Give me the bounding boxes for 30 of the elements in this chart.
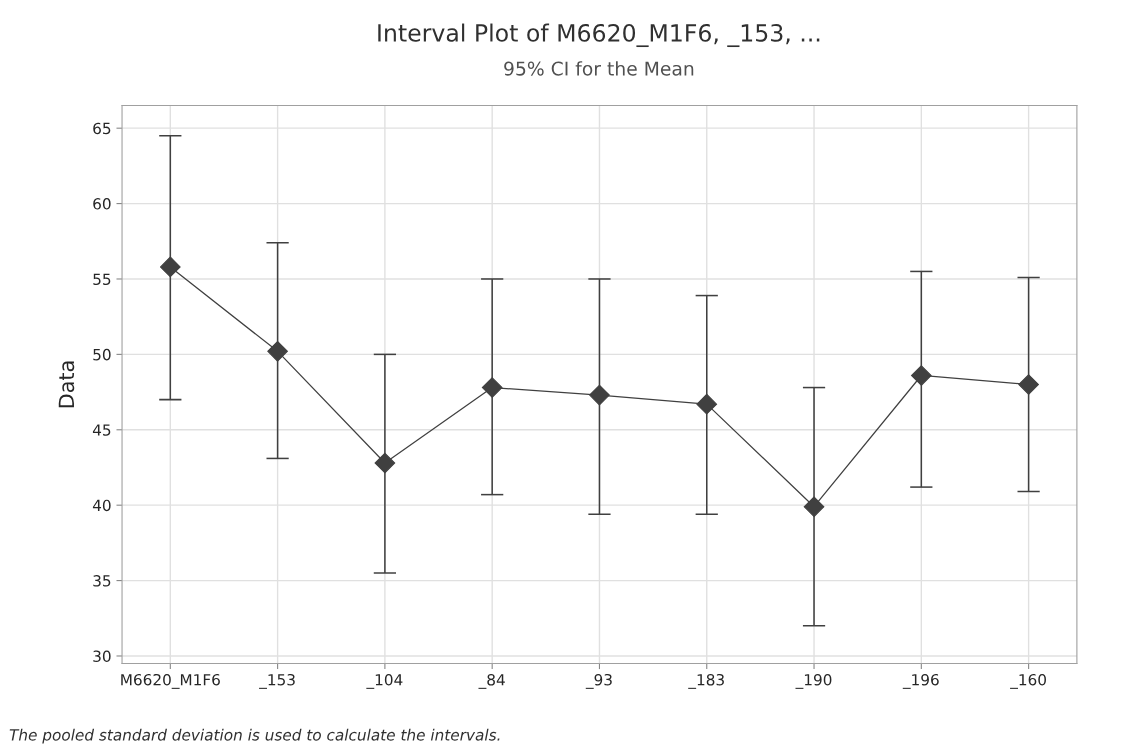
x-tick-label: M6620_M1F6 bbox=[121, 673, 220, 689]
y-tick-label: 35 bbox=[93, 575, 111, 587]
x-tick-label: _190 bbox=[795, 673, 832, 689]
y-tick-label: 30 bbox=[93, 650, 111, 662]
x-tick-label: _84 bbox=[478, 673, 505, 689]
y-tick-label: 45 bbox=[92, 424, 111, 436]
point bbox=[159, 256, 181, 278]
point bbox=[696, 393, 718, 415]
y-tick-label: 65 bbox=[93, 122, 111, 135]
y-tick-label: 50 bbox=[93, 348, 111, 361]
y-tick-label: 55 bbox=[93, 273, 111, 285]
x-tick-label: _93 bbox=[585, 673, 612, 689]
point bbox=[1018, 374, 1039, 395]
x-tick-label: _104 bbox=[366, 673, 403, 689]
point bbox=[481, 377, 503, 398]
x-tick-label: _153 bbox=[259, 673, 295, 689]
point bbox=[589, 384, 610, 406]
chart-subtitle: 95% CI for the Mean bbox=[504, 61, 694, 76]
point bbox=[803, 496, 825, 518]
y-axis-title: Data bbox=[58, 361, 75, 408]
point bbox=[267, 341, 288, 362]
x-tick-label: _196 bbox=[902, 673, 939, 689]
point bbox=[374, 452, 396, 474]
x-tick-label: _183 bbox=[688, 673, 724, 689]
y-tick-label: 40 bbox=[92, 499, 111, 512]
x-tick-label: _160 bbox=[1010, 673, 1046, 689]
point bbox=[910, 365, 932, 386]
chart-title: Interval Plot of M6620_M1F6, _153, ... bbox=[378, 23, 820, 48]
text: The pooled standard deviation is used to calculate the intervals. bbox=[9, 728, 500, 744]
y-tick-label: 60 bbox=[93, 198, 111, 210]
